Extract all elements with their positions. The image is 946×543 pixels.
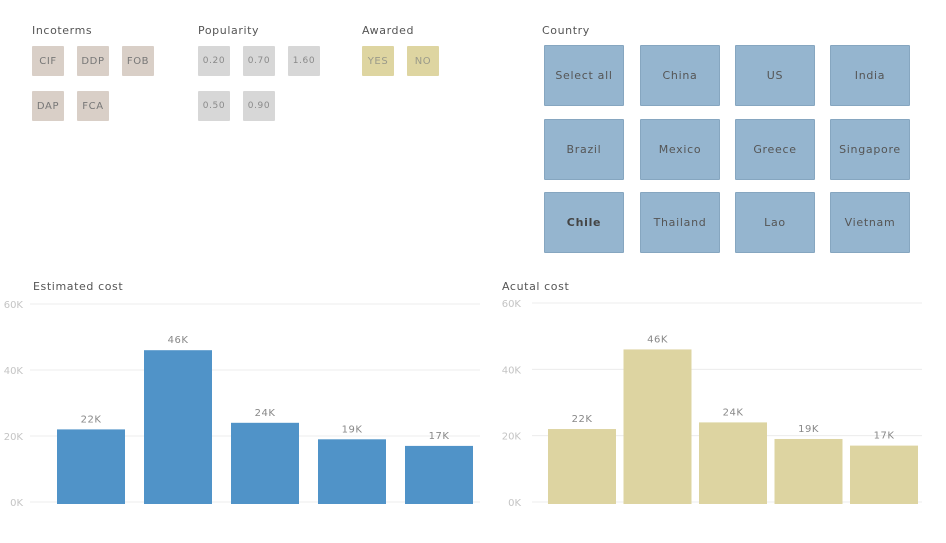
country-chip-india[interactable]: India [830, 45, 910, 106]
estimated-y-tick-label: 60K [4, 300, 24, 311]
estimated-bar [144, 350, 212, 504]
estimated-y-tick-label: 40K [4, 366, 24, 377]
popularity-chip-0-90[interactable]: 0.90 [243, 91, 275, 121]
actual-y-tick-label: 60K [502, 299, 522, 310]
popularity-chip-0-50[interactable]: 0.50 [198, 91, 230, 121]
actual-data-label: 17K [874, 431, 895, 442]
country-chip-china[interactable]: China [640, 45, 720, 106]
actual-y-tick-label: 0K [508, 498, 521, 509]
estimated-title: Estimated cost [33, 280, 123, 293]
actual-data-label: 46K [647, 334, 668, 345]
actual-bar [774, 438, 843, 504]
country-chip-singapore[interactable]: Singapore [830, 119, 910, 180]
country-chip-lao[interactable]: Lao [735, 192, 815, 253]
country-chip-vietnam[interactable]: Vietnam [830, 192, 910, 253]
incoterm-chip-cif[interactable]: CIF [32, 46, 64, 76]
estimated-cost-chart-svg: Estimated cost 0K 20K 40K 60K 22K 46K 24K 19K 17K [4, 280, 480, 509]
estimated-bar [57, 429, 125, 504]
incoterm-chip-dap[interactable]: DAP [32, 91, 64, 121]
actual-cost-chart: Acutal cost 0K 20K 40K 60K 22K 46K 24K 19K 17K [490, 278, 930, 528]
estimated-data-label: 22K [81, 414, 102, 425]
actual-data-label: 24K [723, 407, 744, 418]
estimated-y-tick-label: 20K [4, 432, 24, 443]
country-chip-brazil[interactable]: Brazil [544, 119, 624, 180]
popularity-title: Popularity [198, 24, 260, 37]
estimated-y-tick-label: 0K [10, 498, 23, 509]
popularity-chip-0-20[interactable]: 0.20 [198, 46, 230, 76]
incoterms-title: Incoterms [32, 24, 93, 37]
estimated-data-label: 24K [255, 408, 276, 419]
actual-y-tick-label: 40K [502, 365, 522, 376]
actual-data-label: 19K [798, 424, 819, 435]
actual-bar [623, 349, 692, 504]
popularity-chip-1-60[interactable]: 1.60 [288, 46, 320, 76]
estimated-bar [405, 445, 473, 504]
incoterm-chip-ddp[interactable]: DDP [77, 46, 109, 76]
estimated-cost-chart: Estimated cost 0K 20K 40K 60K 22K 46K 24K 19K 17K [0, 278, 480, 528]
incoterm-chip-fob[interactable]: FOB [122, 46, 154, 76]
country-chip-thailand[interactable]: Thailand [640, 192, 720, 253]
awarded-title: Awarded [362, 24, 415, 37]
country-title: Country [542, 24, 590, 37]
actual-data-label: 22K [572, 414, 593, 425]
country-chip-mexico[interactable]: Mexico [640, 119, 720, 180]
country-chip-us[interactable]: US [735, 45, 815, 106]
country-chip-chile[interactable]: Chile [544, 192, 624, 253]
incoterm-chip-fca[interactable]: FCA [77, 91, 109, 121]
estimated-bar [231, 422, 299, 504]
awarded-chip-yes[interactable]: YES [362, 46, 394, 76]
actual-title: Acutal cost [502, 280, 569, 293]
estimated-data-label: 46K [168, 335, 189, 346]
actual-bar [850, 445, 918, 504]
actual-bar [548, 429, 616, 504]
estimated-bar [318, 439, 386, 504]
estimated-data-label: 17K [429, 431, 450, 442]
actual-bar [699, 422, 767, 504]
actual-cost-chart-svg: Acutal cost 0K 20K 40K 60K 22K 46K 24K 19K 17K [502, 280, 922, 509]
awarded-chip-no[interactable]: NO [407, 46, 439, 76]
actual-y-tick-label: 20K [502, 432, 522, 443]
estimated-data-label: 19K [342, 424, 363, 435]
country-chip-greece[interactable]: Greece [735, 119, 815, 180]
popularity-chip-0-70[interactable]: 0.70 [243, 46, 275, 76]
country-chip-select-all[interactable]: Select all [544, 45, 624, 106]
